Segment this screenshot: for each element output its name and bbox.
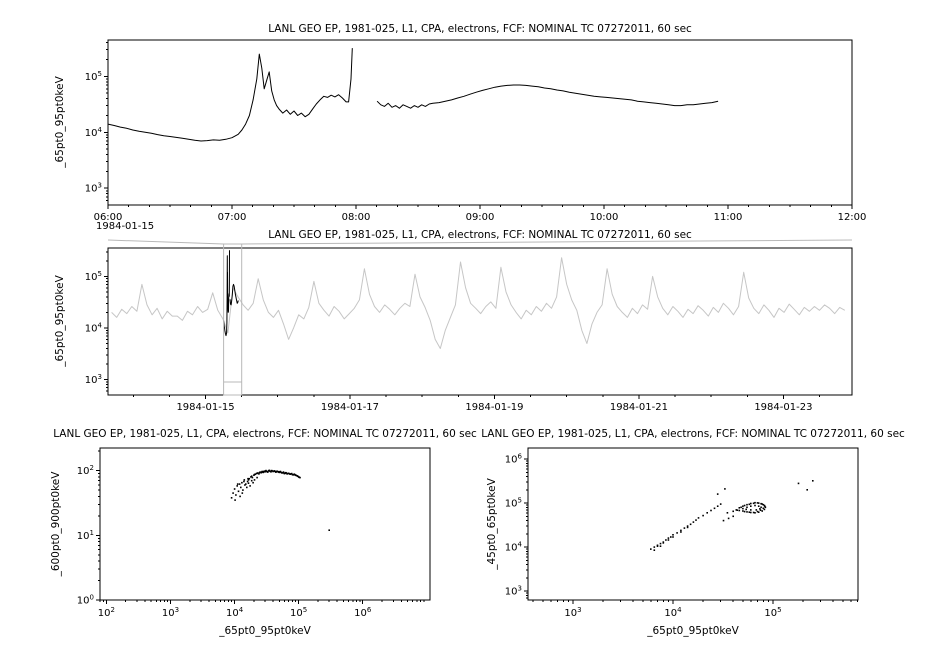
- chart-context: 103 104 105 1984-01-15 1984-01-17 1984-01-19 1…: [85, 247, 853, 413]
- y-axis-label-context: _65pt0_95pt0keV: [54, 275, 66, 367]
- chart-detail: 103 104 105 06:00 07:00 08:00 09:00 10:00 11:00 1…: [85, 39, 867, 223]
- y-axis-label-detail: _65pt0_95pt0keV: [54, 76, 66, 168]
- tick-label: 106: [354, 606, 372, 619]
- plot-frame[interactable]: [527, 447, 859, 601]
- plot-frame[interactable]: [107, 247, 853, 396]
- x-axis-date-label: 1984-01-15: [96, 221, 155, 232]
- series-highlight-1984-01-15: [229, 283, 239, 306]
- tick-label: 10:00: [590, 212, 619, 223]
- chart-title-scatter-left: LANL GEO EP, 1981-025, L1, CPA, electron…: [53, 428, 477, 440]
- tick-label: 106: [505, 453, 523, 466]
- y-axis-label-scatter-left: _600pt0_900pt0keV: [50, 471, 62, 577]
- tick-label: 100: [77, 594, 94, 607]
- tick-label: 104: [85, 321, 103, 334]
- tick-label: 103: [564, 606, 581, 619]
- x-axis-label-scatter-right: _65pt0_95pt0keV: [647, 625, 739, 637]
- series-highlight-1984-01-15: [223, 250, 230, 337]
- tick-label: 1984-01-21: [610, 402, 668, 413]
- tick-label: 12:00: [838, 212, 867, 223]
- chart-scatter-45-65: 103 104 105 106 103 104 105: [505, 447, 859, 619]
- tick-label: 105: [764, 606, 781, 619]
- series-context-8day: [111, 257, 846, 349]
- tick-label: 105: [85, 70, 102, 83]
- tick-label: 104: [505, 541, 523, 554]
- chart-title-detail: LANL GEO EP, 1981-025, L1, CPA, electron…: [268, 23, 692, 35]
- zoom-connector-left-line: [107, 239, 224, 245]
- tick-label: 103: [85, 373, 102, 386]
- tick-label: 102: [77, 464, 94, 477]
- tick-label: 11:00: [714, 212, 743, 223]
- tick-label: 105: [290, 606, 307, 619]
- tick-label: 104: [85, 126, 103, 139]
- tick-label: 08:00: [342, 212, 371, 223]
- tick-label: 1984-01-23: [754, 402, 812, 413]
- zoom-connector: [107, 239, 853, 396]
- chart-title-scatter-right: LANL GEO EP, 1981-025, L1, CPA, electron…: [481, 428, 905, 440]
- tick-label: 1984-01-17: [321, 402, 379, 413]
- x-axis-label-scatter-left: _65pt0_95pt0keV: [219, 625, 311, 637]
- tick-label: 101: [77, 529, 94, 542]
- chart-scatter-600-900: 100 101 102 102 103 104 105 106: [77, 447, 431, 619]
- tick-label: 07:00: [218, 212, 247, 223]
- tick-label: 103: [162, 606, 179, 619]
- tick-label: 103: [505, 585, 522, 598]
- tick-label: 103: [85, 182, 102, 195]
- series-electrons-65-95keV: [376, 84, 719, 109]
- tick-label: 102: [98, 606, 115, 619]
- chart-title-context: LANL GEO EP, 1981-025, L1, CPA, electron…: [268, 229, 692, 241]
- tick-label: 105: [85, 270, 102, 283]
- tick-label: 06:00: [94, 212, 123, 223]
- tick-label: 104: [226, 606, 244, 619]
- tick-label: 1984-01-15: [176, 402, 234, 413]
- tick-label: 105: [505, 497, 522, 510]
- tick-label: 1984-01-19: [465, 402, 523, 413]
- y-axis-label-scatter-right: _45pt0_65pt0keV: [486, 478, 498, 570]
- context-zoom-box[interactable]: [223, 243, 243, 396]
- scatter-points: [230, 469, 330, 531]
- tick-label: 09:00: [466, 212, 495, 223]
- series-electrons-65-95keV: [107, 48, 353, 142]
- zoom-connector-right-line: [241, 239, 853, 245]
- scatter-points: [650, 480, 814, 551]
- tick-label: 104: [664, 606, 682, 619]
- plot-frame[interactable]: [107, 39, 853, 206]
